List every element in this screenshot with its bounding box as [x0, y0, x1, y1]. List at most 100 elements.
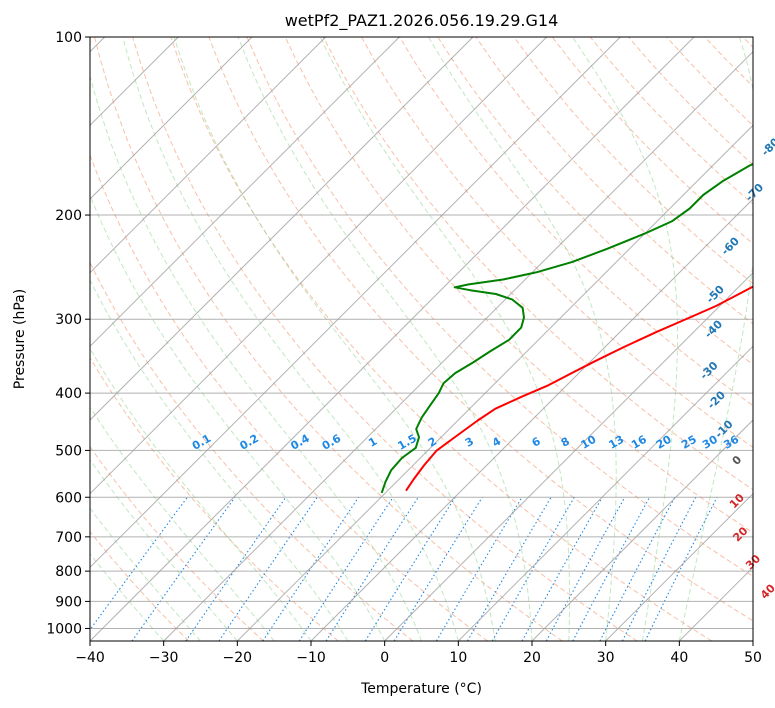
isotherm-line	[90, 37, 327, 274]
dry-adiabat-line	[742, 37, 753, 48]
x-tick-label: −30	[149, 650, 179, 666]
isotherm-line	[531, 419, 753, 641]
mixing-ratio-line	[599, 497, 676, 641]
isotherm-line	[457, 345, 753, 641]
x-tick-label: 50	[744, 650, 762, 666]
x-tick-label: 20	[523, 650, 541, 666]
x-tick-label: 10	[449, 650, 467, 666]
mixing-ratio-label: 4	[490, 435, 503, 450]
moist-adiabat-line	[122, 37, 459, 641]
mixing-ratio-line	[572, 497, 651, 641]
mixing-ratio-label: 1.5	[396, 432, 419, 453]
background-lines	[90, 37, 753, 641]
isotherm-line	[678, 566, 753, 641]
y-tick-label: 1000	[46, 621, 82, 637]
mixing-ratio-label: 13	[607, 433, 627, 452]
isotherm-line	[90, 37, 400, 348]
moist-adiabat-line	[90, 406, 275, 641]
dry-adiabat-line	[94, 37, 563, 641]
x-axis-ticks: −40 −30 −20 −10 0 10 20 30 40 50	[75, 641, 762, 666]
dry-adiabat-line	[246, 37, 753, 577]
isotherm-line	[605, 492, 753, 641]
dry-adiabat-line	[666, 37, 753, 127]
x-tick-label: −20	[223, 650, 253, 666]
y-tick-label: 500	[55, 443, 82, 459]
isotherm-line	[384, 271, 753, 641]
dry-adiabat-line	[90, 261, 414, 641]
mixing-ratio-line	[262, 496, 360, 641]
moist-adiabat-line	[90, 347, 312, 641]
mixing-ratio-label: 10	[579, 433, 599, 452]
mixing-ratio-label: 20	[654, 433, 674, 452]
mixing-ratio-label: 16	[629, 433, 649, 452]
mixing-ratio-label: 0.2	[238, 432, 261, 453]
x-axis-label: Temperature (°C)	[360, 681, 482, 697]
moist-adiabat-line	[90, 458, 238, 641]
y-tick-label: 900	[55, 594, 82, 610]
x-tick-label: 0	[380, 650, 389, 666]
mixing-ratio-line	[325, 497, 419, 641]
moist-adiabat-line	[90, 193, 386, 641]
y-tick-label: 800	[55, 564, 82, 580]
mixing-ratio-label: 0.4	[288, 432, 312, 453]
mixing-ratio-label: 3	[463, 435, 476, 450]
isotherm-line	[236, 124, 753, 641]
y-tick-label: 100	[55, 30, 82, 46]
dry-adiabat-line	[90, 445, 264, 641]
isotherm-line	[752, 640, 753, 641]
sounding-series-line	[380, 162, 753, 494]
isotherm-label: -40	[702, 317, 725, 340]
dry-adiabat-line	[513, 37, 753, 285]
isotherm-label: -20	[705, 388, 728, 411]
dry-adiabat-line	[90, 530, 190, 641]
isotherm-label: -70	[743, 181, 766, 204]
isotherm-label: -80	[759, 135, 775, 158]
mixing-ratio-line	[393, 497, 483, 641]
plot-frame	[89, 36, 754, 642]
y-tick-label: 400	[55, 386, 82, 402]
dry-adiabat-line	[90, 356, 339, 641]
dry-adiabat-line	[437, 37, 753, 366]
x-tick-label: −10	[296, 650, 326, 666]
dry-adiabat-line	[170, 37, 712, 641]
dry-adiabat-line	[589, 37, 753, 205]
isotherm-label: 10	[727, 491, 747, 511]
y-axis-label: Pressure (hPa)	[12, 289, 28, 389]
moist-adiabat-line	[319, 37, 570, 641]
dry-adiabat-line	[399, 37, 753, 407]
dry-adiabat-line	[361, 37, 753, 448]
moist-adiabat-line	[428, 37, 617, 641]
mixing-ratio-label: 1	[366, 435, 379, 450]
y-tick-label: 600	[55, 490, 82, 506]
isotherm-label: -60	[719, 234, 742, 257]
isotherm-line	[310, 198, 753, 641]
isotherm-line	[90, 37, 474, 421]
y-tick-label: 300	[55, 312, 82, 328]
mixing-ratio-line	[364, 497, 456, 641]
mixing-ratio-label: 0.6	[320, 432, 344, 453]
moist-adiabat-line	[237, 37, 533, 641]
isotherm-label: 40	[758, 581, 775, 601]
mixing-ratio-line	[621, 497, 697, 641]
isotherm-line	[90, 37, 695, 641]
mixing-ratio-line	[545, 497, 626, 641]
dry-adiabat-line	[475, 37, 753, 325]
moist-adiabat-line	[572, 37, 678, 641]
mixing-ratio-label: 8	[559, 435, 572, 450]
dry-adiabat-line	[90, 153, 488, 641]
sounding-series-line	[405, 285, 753, 492]
dry-adiabat-line	[132, 37, 638, 641]
mixing-ratio-line	[90, 496, 188, 631]
mixing-ratio-line	[218, 496, 318, 641]
series-lines	[380, 162, 753, 494]
y-tick-label: 700	[55, 530, 82, 546]
x-tick-label: −40	[75, 650, 105, 666]
mixing-ratio-label: 0.1	[190, 432, 213, 453]
isotherm-label: 0	[730, 453, 745, 468]
dry-adiabat-line	[208, 37, 753, 622]
y-axis-ticks: 100 200 300 400 500 600 700 800 900 1000	[46, 30, 90, 637]
moist-adiabat-line	[678, 37, 753, 641]
grid-lines	[90, 37, 753, 641]
